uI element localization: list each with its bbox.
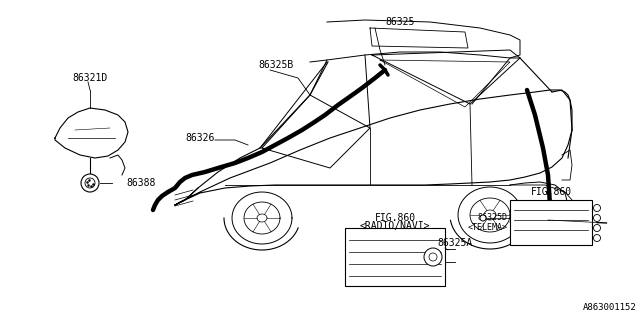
Bar [345, 228, 445, 286]
Polygon shape [110, 155, 125, 175]
Text: 86321D: 86321D [72, 73, 108, 83]
Text: 86326: 86326 [185, 133, 214, 143]
Circle shape [593, 235, 600, 242]
Text: 86325D: 86325D [478, 213, 508, 222]
Polygon shape [55, 108, 128, 158]
Circle shape [593, 225, 600, 231]
Text: A863001152: A863001152 [583, 303, 637, 313]
Circle shape [81, 174, 99, 192]
Text: FIG.860: FIG.860 [374, 213, 415, 223]
Text: 86325B: 86325B [258, 60, 293, 70]
Text: 86325A: 86325A [437, 238, 472, 248]
Text: <RADIO/NAVI>: <RADIO/NAVI> [360, 221, 430, 231]
Circle shape [429, 253, 437, 261]
Circle shape [424, 248, 442, 266]
Text: 86388: 86388 [126, 178, 156, 188]
Text: FIG.860: FIG.860 [531, 187, 572, 197]
Circle shape [593, 204, 600, 212]
Circle shape [593, 214, 600, 221]
Circle shape [480, 215, 486, 221]
Text: 86325: 86325 [385, 17, 414, 27]
Text: <TELEMA>: <TELEMA> [468, 222, 508, 231]
Bar [510, 200, 592, 245]
Circle shape [85, 178, 95, 188]
